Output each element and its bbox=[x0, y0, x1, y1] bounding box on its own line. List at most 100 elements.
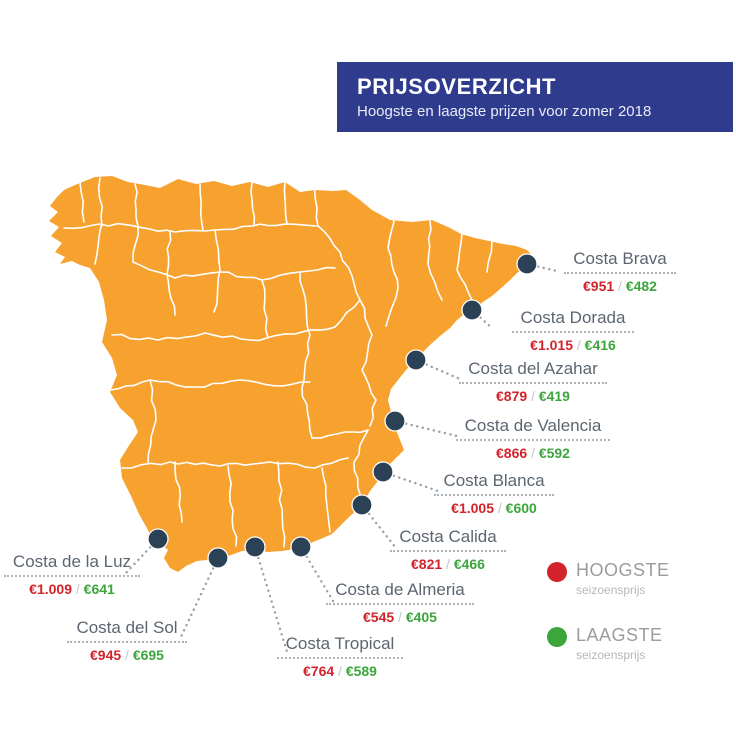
location-prices: €879 / €419 bbox=[438, 388, 628, 404]
price-separator: / bbox=[576, 337, 581, 354]
province-border bbox=[132, 261, 336, 281]
legend-sublabel: seizoensprijs bbox=[576, 582, 646, 597]
location-prices: €764 / €589 bbox=[245, 663, 435, 679]
location-name: Costa Dorada bbox=[478, 308, 668, 334]
location-prices: €821 / €466 bbox=[353, 556, 543, 572]
location-name: Costa del Azahar bbox=[438, 359, 628, 385]
province-border bbox=[94, 225, 102, 265]
laagste-dot-icon bbox=[547, 627, 567, 647]
province-border bbox=[385, 205, 399, 327]
province-border bbox=[213, 229, 221, 313]
province-border bbox=[111, 326, 336, 342]
province-border bbox=[147, 379, 157, 463]
location-name: Costa de Almeria bbox=[305, 580, 495, 606]
lowest-price: €592 bbox=[538, 445, 570, 462]
leader-line-costa-del-sol bbox=[178, 556, 220, 641]
province-border bbox=[283, 181, 288, 225]
price-separator: / bbox=[398, 609, 402, 626]
province-border bbox=[261, 279, 269, 339]
highest-price: €866 bbox=[496, 445, 528, 462]
location-prices: €866 / €592 bbox=[438, 445, 628, 461]
marker-costa-del-azahar bbox=[405, 349, 427, 371]
marker-costa-de-la-luz bbox=[147, 528, 169, 550]
lowest-price: €589 bbox=[345, 663, 377, 680]
province-border bbox=[250, 182, 256, 227]
province-border bbox=[227, 465, 238, 547]
label-costa-dorada: Costa Dorada €1.015 / €416 bbox=[478, 308, 668, 353]
hoogste-dot-icon bbox=[547, 562, 567, 582]
marker-costa-de-almeria bbox=[290, 536, 312, 558]
label-costa-de-almeria: Costa de Almeria €545 / €405 bbox=[305, 580, 495, 625]
label-costa-calida: Costa Calida €821 / €466 bbox=[353, 527, 543, 572]
province-borders bbox=[63, 177, 493, 548]
province-border bbox=[121, 457, 349, 469]
price-separator: / bbox=[531, 445, 535, 462]
label-costa-blanca: Costa Blanca €1.005 / €600 bbox=[399, 471, 589, 516]
location-name: Costa del Sol bbox=[32, 618, 222, 644]
leader-line-costa-de-la-luz bbox=[124, 537, 160, 575]
label-costa-tropical: Costa Tropical €764 / €589 bbox=[245, 634, 435, 679]
highest-price: €1.005 bbox=[451, 500, 494, 517]
label-costa-de-valencia: Costa de Valencia €866 / €592 bbox=[438, 416, 628, 461]
highest-price: €1.015 bbox=[530, 337, 573, 354]
lowest-price: €695 bbox=[132, 647, 164, 664]
lowest-price: €419 bbox=[538, 388, 570, 405]
location-prices: €1.009 / €641 bbox=[0, 581, 167, 597]
page-title: PRIJSOVERZICHT bbox=[357, 73, 557, 99]
leader-line-costa-calida bbox=[360, 503, 398, 550]
highest-price: €1.009 bbox=[29, 581, 72, 598]
highest-price: €821 bbox=[411, 556, 443, 573]
legend-title: HOOGSTE bbox=[576, 560, 670, 580]
label-costa-del-azahar: Costa del Azahar €879 / €419 bbox=[438, 359, 628, 404]
lowest-price: €482 bbox=[625, 278, 657, 295]
price-separator: / bbox=[338, 663, 342, 680]
price-separator: / bbox=[75, 581, 80, 598]
province-border bbox=[79, 181, 85, 223]
marker-costa-del-sol bbox=[207, 547, 229, 569]
province-border bbox=[456, 233, 473, 301]
marker-costa-de-valencia bbox=[384, 410, 406, 432]
lowest-price: €641 bbox=[83, 581, 115, 598]
province-border bbox=[353, 429, 369, 504]
province-border bbox=[97, 177, 103, 227]
marker-costa-calida bbox=[351, 494, 373, 516]
marker-costa-blanca bbox=[372, 461, 394, 483]
province-border bbox=[132, 223, 317, 233]
highest-price: €879 bbox=[496, 388, 528, 405]
label-costa-de-la-luz: Costa de la Luz €1.009 / €641 bbox=[0, 552, 167, 597]
page-subtitle: Hoogste en laagste prijzen voor zomer 20… bbox=[357, 103, 652, 121]
marker-costa-tropical bbox=[244, 536, 266, 558]
location-name: Costa Tropical bbox=[245, 634, 435, 660]
price-separator: / bbox=[446, 556, 450, 573]
province-border bbox=[313, 181, 319, 227]
province-border bbox=[427, 220, 443, 301]
province-border bbox=[109, 379, 311, 391]
legend-laagste: LAAGSTE seizoensprijs bbox=[547, 625, 663, 662]
location-prices: €1.015 / €416 bbox=[478, 337, 668, 353]
province-border bbox=[299, 271, 313, 439]
price-separator: / bbox=[531, 388, 535, 405]
legend-title: LAAGSTE bbox=[576, 625, 663, 645]
coast-markers bbox=[147, 253, 538, 569]
province-border bbox=[311, 429, 369, 439]
province-border bbox=[321, 467, 331, 533]
location-name: Costa Blanca bbox=[399, 471, 589, 497]
location-name: Costa de Valencia bbox=[438, 416, 628, 442]
location-name: Costa Calida bbox=[353, 527, 543, 553]
price-separator: / bbox=[497, 500, 502, 517]
location-prices: €945 / €695 bbox=[32, 647, 222, 663]
province-border bbox=[132, 183, 139, 263]
leader-line-costa-tropical bbox=[253, 545, 290, 657]
marker-costa-dorada bbox=[461, 299, 483, 321]
legend-hoogste: HOOGSTE seizoensprijs bbox=[547, 560, 670, 597]
highest-price: €764 bbox=[303, 663, 335, 680]
province-border bbox=[174, 461, 183, 523]
label-costa-del-sol: Costa del Sol €945 / €695 bbox=[32, 618, 222, 663]
location-prices: €545 / €405 bbox=[305, 609, 495, 625]
province-border bbox=[277, 461, 286, 548]
header-banner: PRIJSOVERZICHT Hoogste en laagste prijze… bbox=[337, 62, 733, 132]
lowest-price: €600 bbox=[505, 500, 537, 517]
highest-price: €951 bbox=[583, 278, 615, 295]
